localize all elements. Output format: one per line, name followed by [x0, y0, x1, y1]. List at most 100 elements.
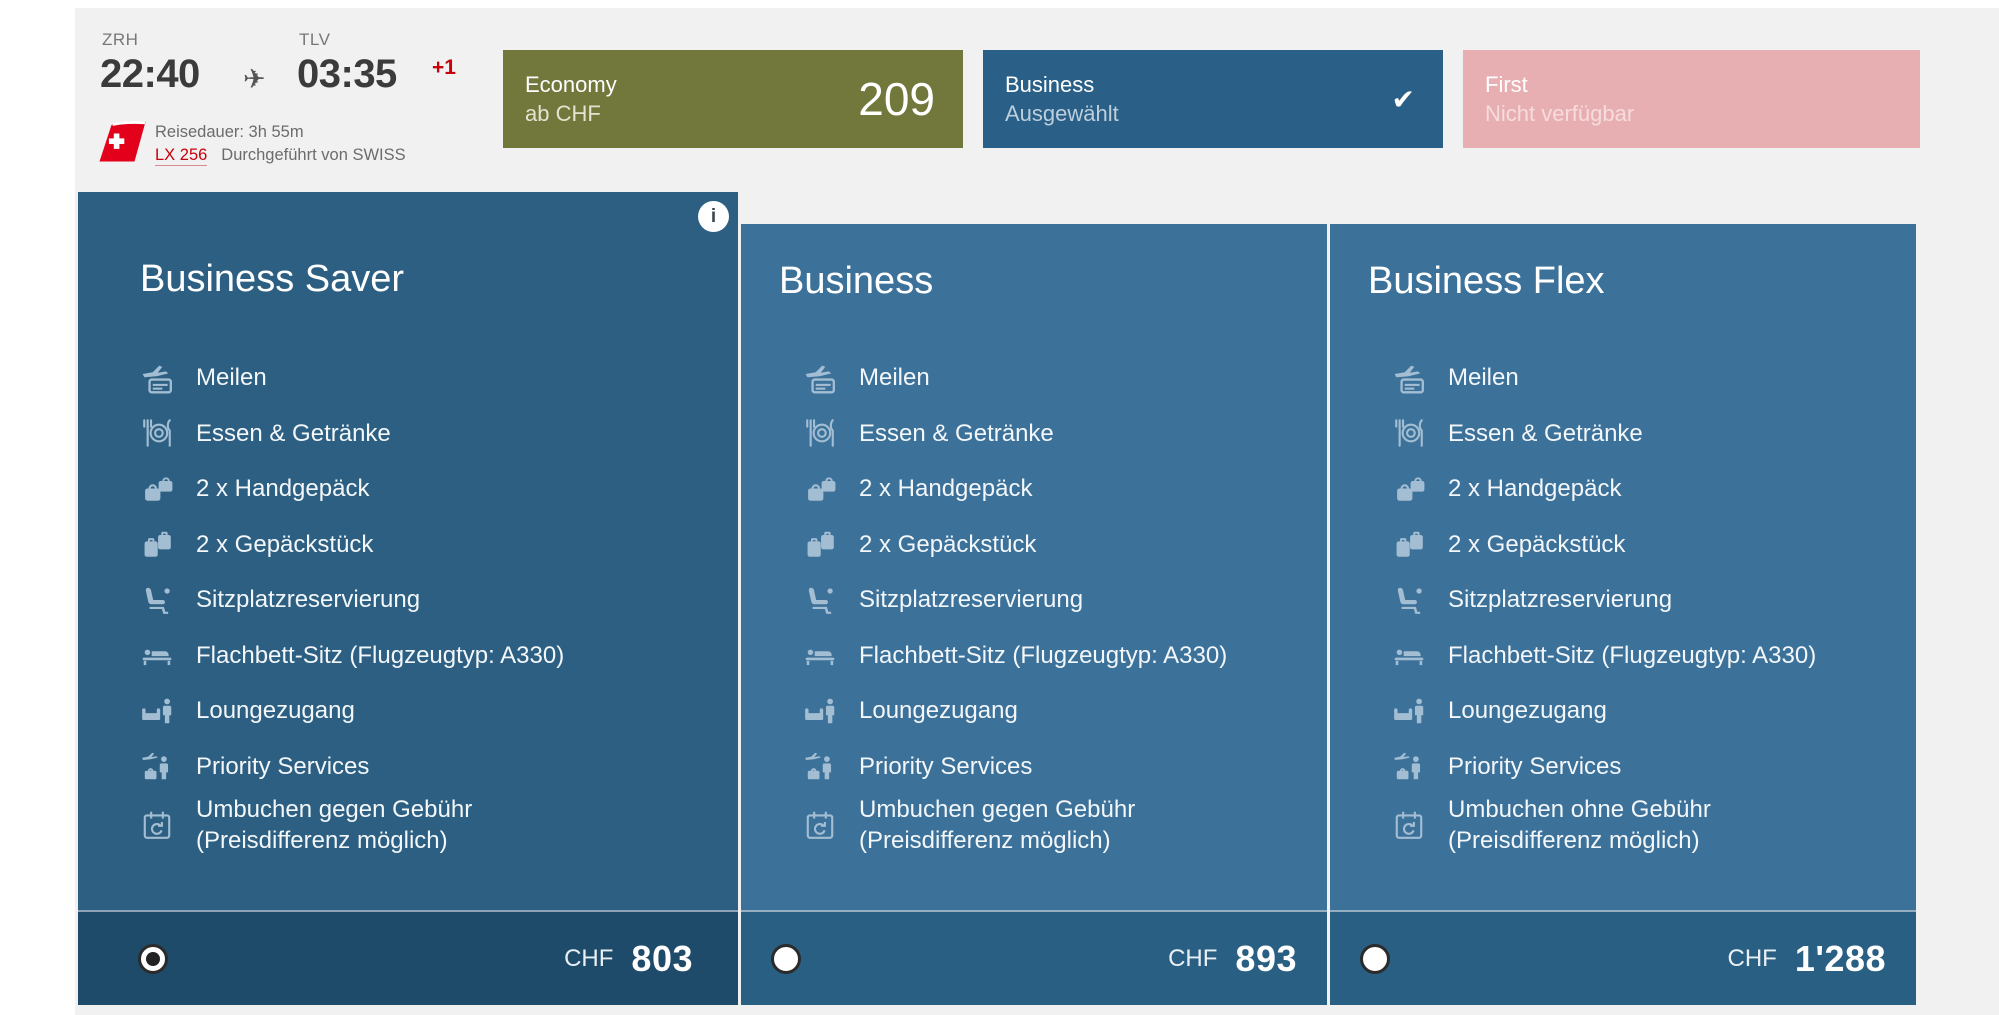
cabin-name: First [1485, 72, 1528, 97]
fare-column-business-saver[interactable]: i Business Saver Meilen Essen & Getränke 2… [78, 192, 738, 1005]
feature-row: Essen & Getränke [803, 406, 1307, 462]
feature-row: Meilen [1392, 350, 1896, 406]
cabin-business-button[interactable]: Business Ausgewählt ✔ [983, 50, 1443, 148]
miles-icon [803, 361, 845, 395]
feature-row: Sitzplatzreservierung [140, 572, 718, 628]
feature-label: Essen & Getränke [859, 419, 1054, 447]
miles-icon [1392, 361, 1434, 395]
flatbed-icon [140, 638, 182, 672]
flatbed-icon [803, 638, 845, 672]
departure-time: 22:40 [100, 52, 200, 96]
checked-baggage-icon [1392, 527, 1434, 561]
feature-label: Loungezugang [196, 697, 355, 725]
feature-label: Umbuchen ohne Gebühr (Preisdifferenz mög… [1448, 796, 1711, 854]
feature-label: Meilen [196, 364, 267, 392]
lounge-icon [1392, 694, 1434, 728]
feature-row: Essen & Getränke [140, 406, 718, 462]
fare-title: Business [779, 260, 934, 302]
day-offset-badge: +1 [432, 56, 456, 79]
flatbed-icon [1392, 638, 1434, 672]
meal-icon [140, 416, 182, 450]
fare-price-bar[interactable]: CHF 1'288 [1330, 910, 1916, 1005]
feature-row: Sitzplatzreservierung [803, 572, 1307, 628]
swiss-airline-logo [96, 120, 148, 167]
feature-label: 2 x Gepäckstück [1448, 530, 1626, 558]
cabin-name: Economy [525, 72, 617, 97]
feature-row: Meilen [140, 350, 718, 406]
miles-icon [140, 361, 182, 395]
feature-label: Meilen [859, 364, 930, 392]
priority-icon [1392, 749, 1434, 783]
feature-row: Umbuchen gegen Gebühr (Preisdifferenz mö… [140, 794, 718, 856]
flight-number-row: LX 256 Durchgeführt von SWISS [155, 146, 406, 166]
cabin-subtitle: Ausgewählt [1005, 101, 1119, 126]
feature-row: Umbuchen ohne Gebühr (Preisdifferenz mög… [1392, 794, 1896, 856]
flight-summary: ZRH TLV 22:40 ✈ 03:35 +1 Reisedauer: 3h … [99, 30, 520, 170]
hand-baggage-icon [140, 472, 182, 506]
currency-label: CHF [1727, 944, 1777, 972]
feature-label: Loungezugang [1448, 697, 1607, 725]
feature-row: 2 x Handgepäck [140, 461, 718, 517]
flight-number-link[interactable]: LX 256 [155, 146, 208, 166]
fare-feature-list: Meilen Essen & Getränke 2 x Handgepäck 2 x … [140, 350, 718, 856]
feature-row: Sitzplatzreservierung [1392, 572, 1896, 628]
lounge-icon [803, 694, 845, 728]
feature-row: Loungezugang [1392, 683, 1896, 739]
feature-label: 2 x Handgepäck [196, 475, 370, 503]
feature-label: Flachbett-Sitz (Flugzeugtyp: A330) [196, 641, 565, 669]
feature-label: Priority Services [196, 752, 370, 780]
feature-row: Essen & Getränke [1392, 406, 1896, 462]
arrival-time: 03:35 [297, 52, 397, 96]
feature-label: Loungezugang [859, 697, 1018, 725]
feature-label: Priority Services [1448, 752, 1622, 780]
feature-label: 2 x Gepäckstück [196, 530, 374, 558]
feature-label: Sitzplatzreservierung [859, 586, 1084, 614]
origin-code: ZRH [102, 30, 139, 49]
fare-price-bar[interactable]: CHF 893 [741, 910, 1327, 1005]
destination-code: TLV [299, 30, 331, 49]
fare-radio[interactable] [1360, 943, 1390, 974]
hand-baggage-icon [1392, 472, 1434, 506]
feature-row: 2 x Gepäckstück [1392, 517, 1896, 573]
feature-row: 2 x Handgepäck [803, 461, 1307, 517]
cabin-economy-button[interactable]: Economy ab CHF 209 [503, 50, 963, 148]
feature-row: Meilen [803, 350, 1307, 406]
feature-label: Essen & Getränke [1448, 419, 1643, 447]
meal-icon [803, 416, 845, 450]
seat-reservation-icon [803, 583, 845, 617]
priority-icon [803, 749, 845, 783]
fare-title: Business Flex [1368, 260, 1605, 302]
checked-baggage-icon [803, 527, 845, 561]
fare-radio[interactable] [771, 943, 801, 974]
travel-duration: Reisedauer: 3h 55m [155, 123, 304, 141]
feature-row: 2 x Gepäckstück [803, 517, 1307, 573]
feature-row: Flachbett-Sitz (Flugzeugtyp: A330) [803, 628, 1307, 684]
feature-label: Flachbett-Sitz (Flugzeugtyp: A330) [859, 641, 1228, 669]
cabin-subtitle: ab CHF [525, 101, 601, 126]
feature-label: Essen & Getränke [196, 419, 391, 447]
hand-baggage-icon [803, 472, 845, 506]
fare-column-business-flex[interactable]: Business Flex Meilen Essen & Getränke 2 x … [1330, 224, 1916, 1005]
price-value: 1'288 [1794, 937, 1886, 979]
fare-feature-list: Meilen Essen & Getränke 2 x Handgepäck 2 x … [1392, 350, 1896, 856]
info-icon[interactable]: i [698, 201, 729, 232]
fare-radio[interactable] [138, 943, 168, 974]
feature-row: Priority Services [140, 739, 718, 795]
meal-icon [1392, 416, 1434, 450]
operated-by-text: Durchgeführt von SWISS [221, 146, 406, 164]
currency-label: CHF [564, 944, 614, 972]
fare-price-bar[interactable]: CHF 803 [78, 910, 738, 1005]
feature-row: Umbuchen gegen Gebühr (Preisdifferenz mö… [803, 794, 1307, 856]
feature-row: Flachbett-Sitz (Flugzeugtyp: A330) [1392, 628, 1896, 684]
rebooking-icon [140, 808, 182, 842]
feature-label: 2 x Handgepäck [859, 475, 1033, 503]
rebooking-icon [1392, 808, 1434, 842]
fare-column-business[interactable]: Business Meilen Essen & Getränke 2 x Handg… [741, 224, 1327, 1005]
feature-row: Priority Services [1392, 739, 1896, 795]
seat-reservation-icon [140, 583, 182, 617]
feature-label: 2 x Handgepäck [1448, 475, 1622, 503]
price-value: 893 [1235, 937, 1297, 979]
cabin-name: Business [1005, 72, 1095, 97]
feature-label: Flachbett-Sitz (Flugzeugtyp: A330) [1448, 641, 1817, 669]
